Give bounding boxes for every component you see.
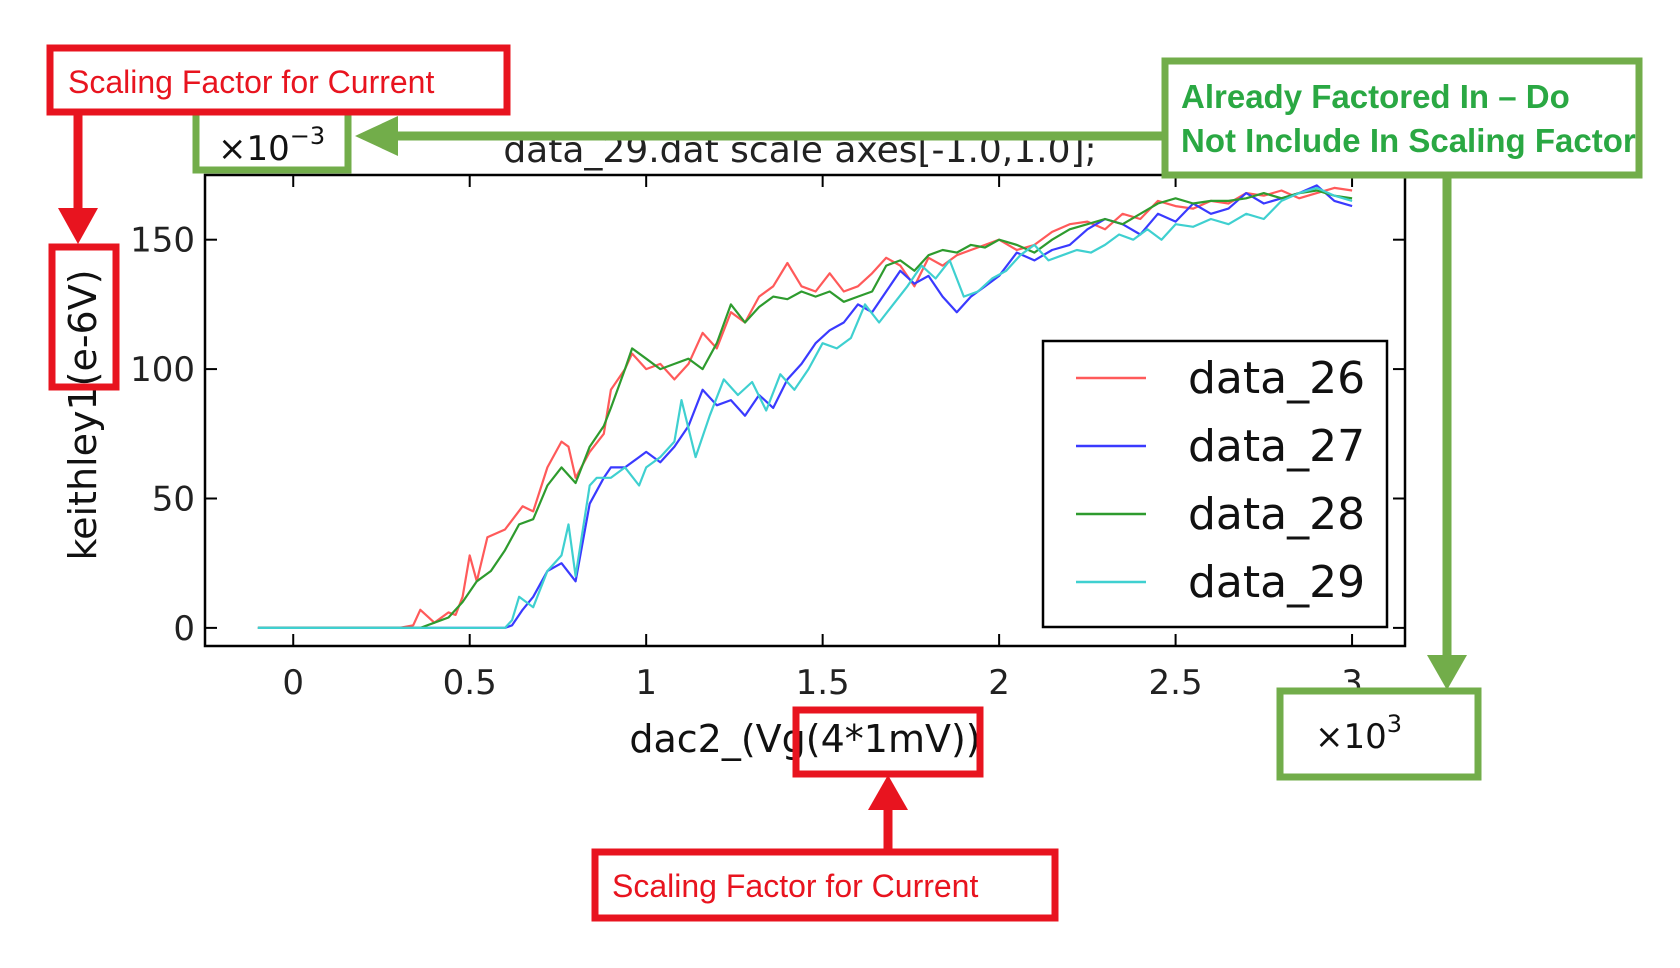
red-arrow-up-head <box>868 775 908 810</box>
y-multiplier-exponent: −3 <box>290 122 325 150</box>
x-tick-label: 1.5 <box>796 663 850 703</box>
legend-label-data-26: data_26 <box>1188 353 1365 404</box>
y-tick-label: 150 <box>130 221 195 261</box>
top-red-label-text: Scaling Factor for Current <box>68 64 434 100</box>
red-annotation-group: Scaling Factor for Current Scaling Facto… <box>46 44 1059 922</box>
x-multiplier-box <box>1276 687 1482 781</box>
legend-label-data-27: data_27 <box>1188 421 1365 472</box>
series-line-data-27 <box>257 184 1353 630</box>
series-line-data-26 <box>257 186 1353 630</box>
series-line-data-28 <box>257 189 1353 630</box>
green-arrow-left-head <box>355 116 398 156</box>
y-multiplier-text: ×10−3 <box>218 122 325 169</box>
ylabel-highlight-box <box>48 243 120 391</box>
legend-label-data-29: data_29 <box>1188 557 1365 608</box>
green-note-box <box>1161 57 1643 179</box>
green-note-line1: Already Factored In – Do <box>1181 78 1570 115</box>
legend-box <box>1041 339 1389 629</box>
x-tick-label: 2 <box>988 663 1010 703</box>
x-multiplier-exponent: 3 <box>1387 710 1402 738</box>
y-multiplier-base: ×10 <box>218 129 290 169</box>
legend: data_26 data_27 data_28 data_29 <box>1041 339 1389 629</box>
xlabel-highlight-box <box>792 706 984 778</box>
legend-label-data-28: data_28 <box>1188 489 1365 540</box>
x-multiplier-base: ×10 <box>1315 717 1387 757</box>
x-axis-label: dac2_(Vg(4*1mV)) <box>629 717 980 761</box>
series-line-data-29 <box>257 186 1353 630</box>
x-tick-label: 0 <box>282 663 304 703</box>
green-note-line2: Not Include In Scaling Factor <box>1181 122 1636 159</box>
top-red-label-box <box>46 44 511 116</box>
y-tick-label: 0 <box>173 609 195 649</box>
bottom-red-label-text: Scaling Factor for Current <box>612 868 978 904</box>
x-multiplier-text: ×103 <box>1315 710 1402 757</box>
y-tick-label: 50 <box>152 479 195 519</box>
x-tick-label: 2.5 <box>1149 663 1203 703</box>
y-tick-label: 100 <box>130 350 195 390</box>
green-arrow-down-head <box>1427 655 1467 690</box>
y-axis-label: keithley1(e-6V) <box>61 269 105 560</box>
x-tick-label: 0.5 <box>443 663 497 703</box>
red-arrow-down-head <box>58 208 98 244</box>
series-layer <box>257 184 1353 630</box>
x-tick-label: 1 <box>635 663 657 703</box>
bottom-red-label-box <box>591 848 1059 922</box>
